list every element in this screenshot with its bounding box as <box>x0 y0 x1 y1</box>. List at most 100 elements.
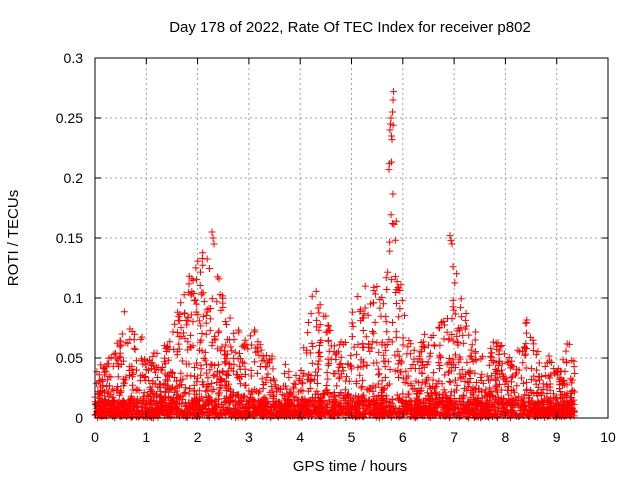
data-point <box>351 403 359 411</box>
data-point <box>359 376 367 384</box>
data-point <box>108 385 116 393</box>
data-point <box>376 405 384 413</box>
data-point <box>465 331 473 339</box>
data-point <box>242 405 250 413</box>
data-point <box>226 314 234 322</box>
data-point <box>411 409 419 417</box>
data-point <box>426 352 434 360</box>
data-point <box>535 407 543 415</box>
data-point <box>496 400 504 408</box>
data-point <box>199 313 207 321</box>
data-point <box>530 340 538 348</box>
data-point <box>281 408 289 416</box>
data-point <box>155 380 163 388</box>
data-point <box>562 347 570 355</box>
data-point <box>107 373 115 381</box>
data-point <box>298 395 306 403</box>
data-point <box>206 326 214 334</box>
data-point <box>323 409 331 417</box>
data-point <box>334 410 342 418</box>
data-point <box>236 365 244 373</box>
data-point <box>454 338 462 346</box>
data-point <box>208 399 216 407</box>
data-point <box>397 357 405 365</box>
data-point <box>314 349 322 357</box>
data-point <box>173 329 181 337</box>
data-point <box>241 344 249 352</box>
data-point <box>225 397 233 405</box>
data-point <box>366 396 374 404</box>
data-point <box>414 401 422 409</box>
data-point <box>413 405 421 413</box>
data-point <box>309 342 317 350</box>
data-point <box>262 379 270 387</box>
data-point <box>393 391 401 399</box>
data-point <box>523 319 531 327</box>
data-point <box>361 282 369 290</box>
data-point <box>467 353 475 361</box>
data-point <box>269 405 277 413</box>
data-point <box>270 377 278 385</box>
data-point <box>504 383 512 391</box>
data-point <box>388 399 396 407</box>
data-point <box>165 386 173 394</box>
data-point <box>401 312 409 320</box>
data-point <box>518 407 526 415</box>
data-point <box>120 398 128 406</box>
data-point <box>284 396 292 404</box>
data-point <box>369 338 377 346</box>
data-point <box>126 408 134 416</box>
data-point <box>393 278 401 286</box>
data-point <box>498 342 506 350</box>
data-point <box>181 388 189 396</box>
data-point <box>370 392 378 400</box>
data-point <box>547 371 555 379</box>
data-point <box>256 362 264 370</box>
data-point <box>315 326 323 334</box>
data-point <box>215 400 223 408</box>
data-point <box>460 391 468 399</box>
data-point <box>361 304 369 312</box>
data-point <box>446 232 454 240</box>
data-point <box>392 328 400 336</box>
data-point <box>275 408 283 416</box>
data-point <box>303 399 311 407</box>
data-point <box>157 404 165 412</box>
x-tick-label: 4 <box>296 429 304 445</box>
data-point <box>276 385 284 393</box>
data-point <box>110 387 118 395</box>
data-point <box>466 367 474 375</box>
data-point <box>209 372 217 380</box>
data-point <box>388 132 396 140</box>
data-point <box>528 365 536 373</box>
data-point <box>129 386 137 394</box>
data-point <box>450 306 458 314</box>
data-point <box>208 361 216 369</box>
data-point <box>216 376 224 384</box>
data-point <box>212 404 220 412</box>
data-point <box>197 371 205 379</box>
data-point <box>372 413 380 421</box>
data-point <box>462 310 470 318</box>
data-point <box>507 398 515 406</box>
data-point <box>429 407 437 415</box>
data-point <box>503 409 511 417</box>
x-tick-label: 1 <box>142 429 150 445</box>
data-point <box>385 336 393 344</box>
data-point <box>543 383 551 391</box>
data-point <box>103 409 111 417</box>
data-point <box>311 390 319 398</box>
data-point <box>141 404 149 412</box>
data-point <box>435 324 443 332</box>
data-point <box>210 240 218 248</box>
data-point <box>322 328 330 336</box>
data-point <box>541 409 549 417</box>
data-point <box>146 400 154 408</box>
data-point <box>413 387 421 395</box>
data-point <box>494 409 502 417</box>
data-point <box>229 392 237 400</box>
data-point <box>449 296 457 304</box>
data-point <box>568 376 576 384</box>
data-point <box>306 384 314 392</box>
data-point <box>242 413 250 421</box>
